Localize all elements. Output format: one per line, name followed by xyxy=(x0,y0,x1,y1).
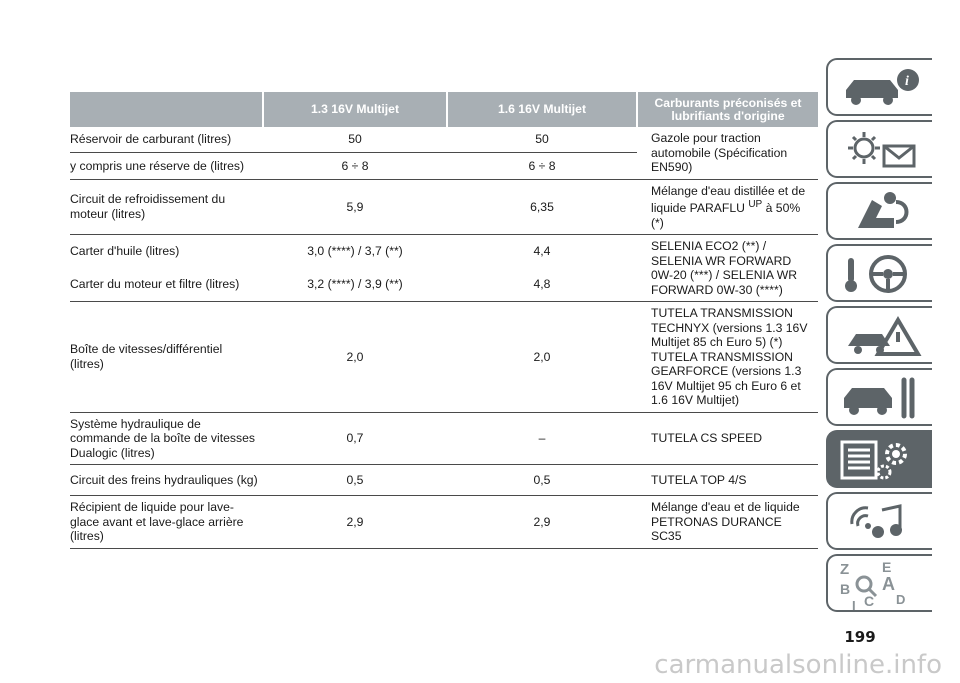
row-value-1-6: 6,35 xyxy=(447,178,637,235)
row-value-1-3: 50 xyxy=(348,132,362,147)
steering-wheel-key-icon xyxy=(845,255,907,293)
fluid-fuel: Gazole pour traction automobile (Spécifi… xyxy=(651,131,788,174)
row-label: Boîte de vitesses/différentiel (litres) xyxy=(70,301,263,413)
tab-dashboard[interactable] xyxy=(826,120,932,178)
tab-emergency[interactable] xyxy=(826,306,932,364)
row-label: Réservoir de carburant (litres) xyxy=(70,132,232,147)
fluid-engine-oil: SELENIA ECO2 (**) / SELENIA WR FORWARD 0… xyxy=(637,234,818,302)
car-info-icon: i xyxy=(846,69,919,105)
index-letters-icon: Z E B A I C D xyxy=(840,560,905,612)
svg-text:D: D xyxy=(896,592,905,607)
header-blank xyxy=(70,92,263,127)
fluid-washer: Mélange d'eau et de liquide PETRONAS DUR… xyxy=(637,495,818,549)
tab-maintenance[interactable] xyxy=(826,368,932,426)
tab-car-info[interactable]: i xyxy=(826,58,932,116)
table-row: Circuit de refroidissement du moteur (li… xyxy=(70,178,818,235)
row-value-1-6: 2,0 xyxy=(447,301,637,413)
svg-text:I: I xyxy=(852,598,856,612)
fluid-dualogic: TUTELA CS SPEED xyxy=(637,411,818,465)
specifications-table: 1.3 16V Multijet 1.6 16V Multijet Carbur… xyxy=(70,92,818,549)
tab-multimedia[interactable] xyxy=(826,492,932,550)
row-value-1-6: 0,5 xyxy=(447,464,637,496)
row-value-1-3: 0,5 xyxy=(263,464,447,496)
table-row: Carter d'huile (litres) 3,0 (****) / 3,7… xyxy=(70,234,818,302)
header-engine-1-3: 1.3 16V Multijet xyxy=(262,92,447,127)
table-row: Système hydraulique de commande de la bo… xyxy=(70,411,818,465)
row-label: Système hydraulique de commande de la bo… xyxy=(70,411,263,465)
table-row: Récipient de liquide pour lave-glace ava… xyxy=(70,495,818,549)
tab-index[interactable]: Z E B A I C D xyxy=(826,554,932,612)
svg-text:B: B xyxy=(840,581,850,597)
row-value-1-3: 5,9 xyxy=(263,178,447,235)
row-label: Circuit de refroidissement du moteur (li… xyxy=(70,178,263,235)
row-value-1-3: 2,9 xyxy=(263,495,447,549)
coolant-ratio: à 50% (*) xyxy=(651,201,801,230)
row-label: y compris une réserve de (litres) xyxy=(70,152,263,179)
svg-text:C: C xyxy=(864,593,874,609)
table-row: y compris une réserve de (litres) 6 ÷ 8 … xyxy=(70,152,818,179)
row-value-1-6: 4,8 xyxy=(533,277,551,292)
table-row: Réservoir de carburant (litres) 50 50 Ga… xyxy=(70,127,818,174)
row-value-1-6: – xyxy=(447,411,637,465)
row-value-1-6: 50 xyxy=(535,132,549,147)
row-label: Carter du moteur et filtre (litres) xyxy=(70,277,240,292)
airbag-safety-icon xyxy=(858,192,909,228)
tab-starting[interactable] xyxy=(826,244,932,302)
tab-technical-data[interactable] xyxy=(826,430,932,488)
multimedia-icon xyxy=(850,504,902,538)
technical-data-list-gear-icon xyxy=(840,440,907,480)
row-value-1-3: 2,0 xyxy=(263,301,447,413)
header-fluids: Carburants préconisés et lubrifiants d'o… xyxy=(636,92,818,127)
row-value-1-6: 4,4 xyxy=(447,234,637,269)
row-value-1-6: 2,9 xyxy=(447,495,637,549)
fluid-coolant: Mélange d'eau distillée et de liquide PA… xyxy=(637,178,818,235)
chapter-tabs: i xyxy=(826,58,934,612)
row-value-1-3: 6 ÷ 8 xyxy=(263,152,447,179)
table-row: Boîte de vitesses/différentiel (litres) … xyxy=(70,301,818,413)
dashboard-lights-icon xyxy=(848,132,916,168)
page-number: 199 xyxy=(844,628,876,646)
row-value-1-3: 3,0 (****) / 3,7 (**) xyxy=(263,234,447,269)
row-label: Circuit des freins hydrauliques (kg) xyxy=(70,464,263,496)
row-value-1-3: 0,7 xyxy=(263,411,447,465)
svg-text:A: A xyxy=(882,574,895,594)
table-row: Carter du moteur et filtre (litres) 3,2 … xyxy=(70,268,818,302)
row-label: Carter d'huile (litres) xyxy=(70,234,263,269)
car-service-wrench-icon xyxy=(844,377,915,419)
row-label: Récipient de liquide pour lave-glace ava… xyxy=(70,495,263,549)
fluid-gearbox: TUTELA TRANSMISSION TECHNYX (versions 1.… xyxy=(637,301,818,413)
table-header-row: 1.3 16V Multijet 1.6 16V Multijet Carbur… xyxy=(70,92,818,127)
svg-text:Z: Z xyxy=(840,561,849,578)
coolant-text: Mélange d'eau distillée et de liquide PA… xyxy=(651,183,806,216)
table-row: Circuit des freins hydrauliques (kg) 0,5… xyxy=(70,464,818,496)
tab-safety[interactable] xyxy=(826,182,932,240)
header-engine-1-6: 1.6 16V Multijet xyxy=(446,92,637,127)
watermark: carmanualsonline.info xyxy=(654,650,942,680)
coolant-superscript: UP xyxy=(748,199,763,210)
row-value-1-3: 3,2 (****) / 3,9 (**) xyxy=(307,277,403,292)
row-value-1-6: 6 ÷ 8 xyxy=(447,152,637,179)
svg-text:E: E xyxy=(882,560,891,575)
svg-text:i: i xyxy=(905,74,909,89)
warning-triangle-car-icon xyxy=(848,316,922,356)
fluid-brakes: TUTELA TOP 4/S xyxy=(637,464,818,496)
